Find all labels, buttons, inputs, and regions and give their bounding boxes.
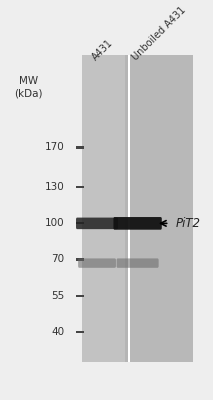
FancyBboxPatch shape [114,217,162,230]
Text: 40: 40 [51,327,65,337]
Text: Unboiled A431: Unboiled A431 [130,5,187,62]
Text: (kDa): (kDa) [14,88,43,98]
Bar [128,55,130,362]
FancyBboxPatch shape [117,258,159,268]
Text: 170: 170 [45,142,65,152]
Bar [76,186,84,188]
Text: PiT2: PiT2 [176,217,201,230]
Text: 130: 130 [45,182,65,192]
FancyBboxPatch shape [78,258,116,268]
Bar [82,55,192,362]
Bar [82,55,125,362]
Bar [76,294,84,297]
Text: MW: MW [19,76,38,86]
Bar [129,55,193,362]
Bar [76,258,84,260]
Bar [76,146,84,148]
Text: 70: 70 [51,254,65,264]
FancyBboxPatch shape [76,218,118,229]
Text: 55: 55 [51,291,65,301]
Text: 100: 100 [45,218,65,228]
Bar [76,222,84,224]
Bar [76,331,84,333]
Text: A431: A431 [90,38,115,62]
